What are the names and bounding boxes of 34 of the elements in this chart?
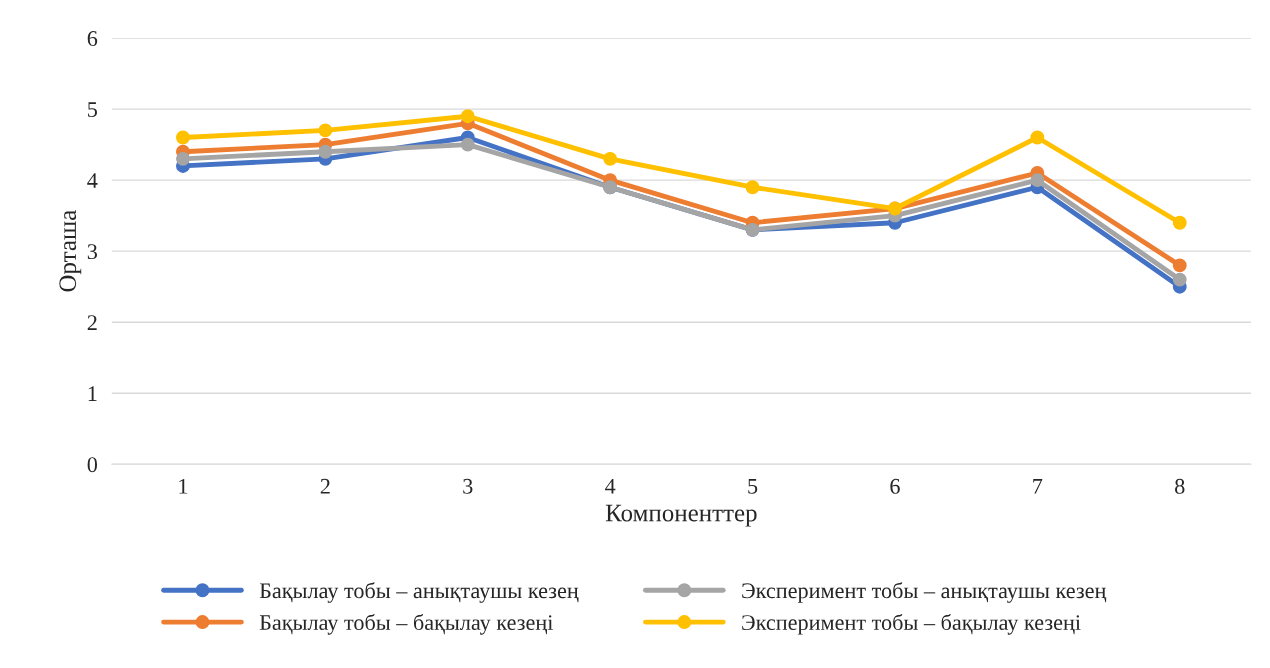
point [318,123,333,138]
legend-label: Эксперимент тобы – анықтаушы кезең [742,582,1107,603]
x-tick-label: 5 [748,479,758,494]
point [1030,173,1045,188]
point [1172,272,1187,287]
point [603,151,618,166]
x-tick-label: 3 [463,478,473,494]
point [1172,215,1187,230]
x-tick-label: 6 [890,478,900,494]
point [1030,130,1045,145]
legend-label: Бақылау тобы – анықтаушы кезең [259,582,579,603]
point [176,130,190,145]
x-tick-label: 8 [1175,478,1185,494]
y-tick-label: 5 [88,102,97,118]
point [460,137,475,152]
y-axis-title: Орташа [59,210,82,292]
x-tick-label: 2 [320,478,330,494]
y-tick-label: 0 [87,457,98,473]
point [318,144,333,159]
x-axis-title: Компоненттер [605,504,757,527]
x-tick-label: 1 [179,478,188,494]
point [460,109,475,124]
point [176,151,190,166]
x-tick-label: 7 [1033,479,1043,494]
y-tick-label: 3 [87,244,97,260]
y-tick-label: 4 [87,173,98,188]
point [745,180,760,195]
y-tick-label: 6 [87,31,98,46]
x-tick-label: 4 [605,478,616,494]
point [1172,258,1187,273]
y-tick-label: 1 [88,386,97,401]
y-tick-label: 2 [87,315,97,330]
legend-label: Бақылау тобы – бақылау кезеңі [259,613,553,635]
legend-label: Эксперимент тобы – бақылау кезеңі [742,613,1081,635]
